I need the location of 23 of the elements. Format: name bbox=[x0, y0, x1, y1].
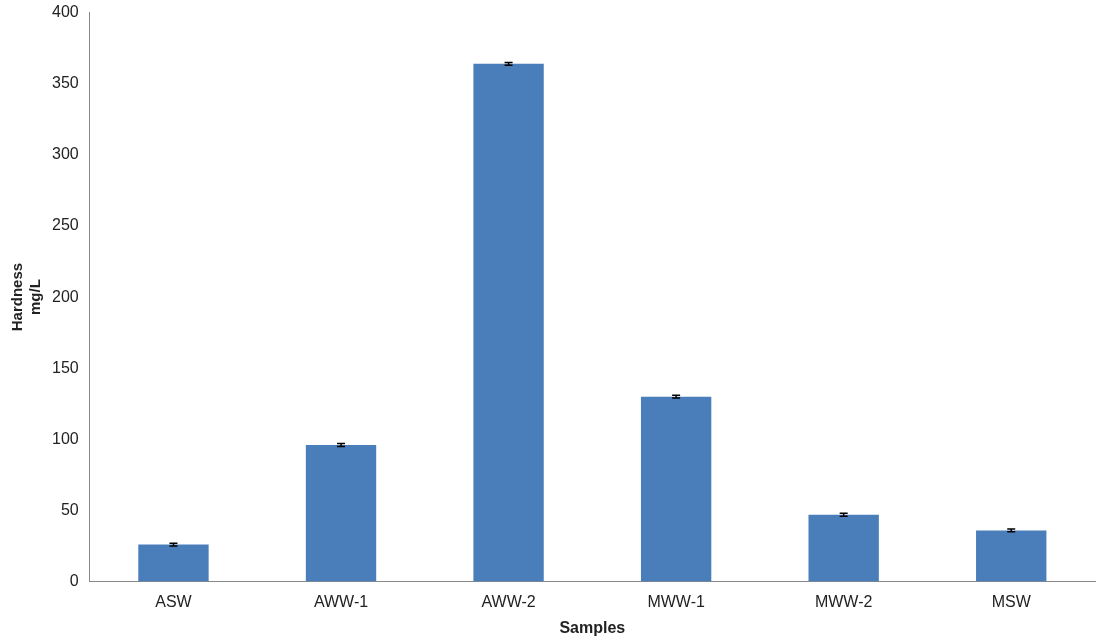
bar bbox=[305, 445, 377, 582]
bar bbox=[640, 396, 712, 582]
y-tick-label: 150 bbox=[51, 358, 79, 376]
x-tick-label: MSW bbox=[991, 592, 1032, 610]
y-tick-label: 400 bbox=[51, 3, 79, 21]
y-tick-label: 350 bbox=[51, 74, 79, 92]
bar bbox=[138, 544, 209, 582]
bar bbox=[808, 514, 879, 582]
y-tick-label: 250 bbox=[51, 216, 79, 234]
bar bbox=[976, 530, 1047, 582]
y-tick-label: 200 bbox=[51, 287, 79, 305]
x-tick-label: MWW-2 bbox=[814, 592, 873, 610]
x-axis-title: Samples bbox=[559, 618, 626, 636]
y-tick-label: 0 bbox=[69, 572, 79, 590]
x-tick-label: ASW bbox=[155, 592, 193, 610]
y-tick-label: 50 bbox=[60, 500, 79, 518]
x-tick-label: AWW-2 bbox=[481, 592, 536, 610]
y-axis-title: Hardness mg/L bbox=[8, 262, 44, 332]
x-tick-label: AWW-1 bbox=[313, 592, 369, 610]
y-tick-label: 100 bbox=[51, 429, 79, 447]
bar bbox=[473, 63, 544, 582]
x-tick-label: MWW-1 bbox=[647, 592, 705, 610]
y-tick-label: 300 bbox=[51, 145, 79, 163]
